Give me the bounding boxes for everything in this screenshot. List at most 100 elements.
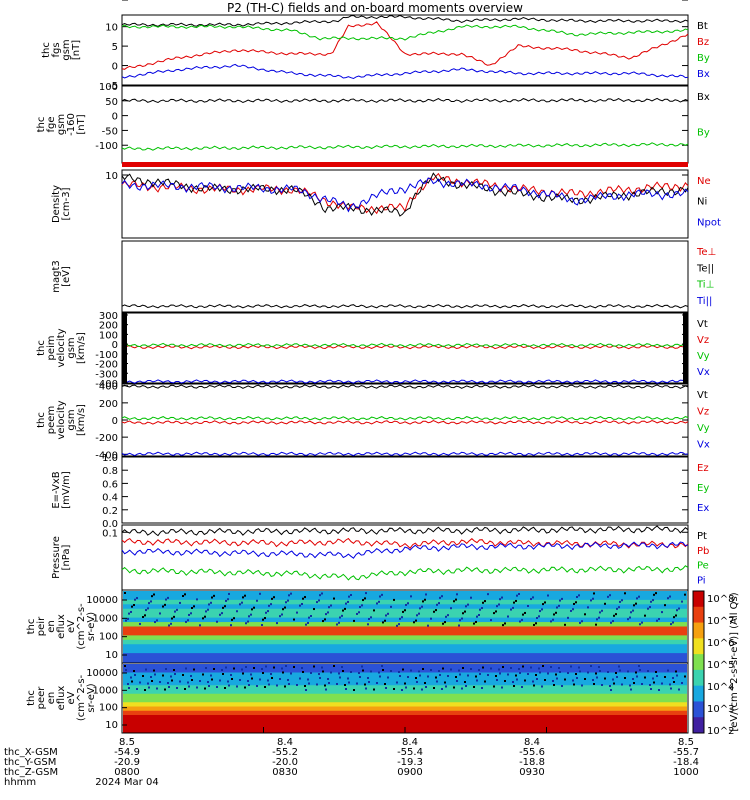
- panel-fgs-ylabel: thc fgs gsm [nT]: [41, 39, 82, 60]
- spectrogram-speckle: [353, 689, 355, 691]
- spectrogram-speckle: [524, 611, 526, 614]
- spectrogram-speckle: [599, 670, 601, 672]
- ylabel-line: gsm: [61, 39, 72, 60]
- spectrogram-speckle: [390, 605, 392, 608]
- spectrogram-speckle: [444, 681, 446, 684]
- spectrogram-speckle: [264, 617, 266, 620]
- spectrogram-speckle: [610, 689, 612, 691]
- spectrogram-speckle: [211, 596, 213, 599]
- y-tick-label: -200: [95, 360, 118, 371]
- spectrogram-speckle: [487, 674, 489, 676]
- spectrogram-speckle: [270, 673, 272, 675]
- spectrogram-speckle: [156, 687, 158, 690]
- ylabel-line: thc: [36, 117, 47, 133]
- spectrogram-speckle: [678, 688, 680, 691]
- footer-value: -20.0: [272, 757, 298, 768]
- legend-density-0: Ne: [697, 176, 711, 187]
- spectrogram-speckle: [328, 606, 330, 609]
- spectrogram-speckle: [515, 674, 517, 677]
- y-tick-label: 1.0: [102, 453, 118, 464]
- spectrogram-speckle: [125, 669, 127, 671]
- spectrogram-band: [123, 604, 687, 610]
- spectrogram-speckle: [159, 612, 161, 615]
- spectrogram-speckle: [587, 671, 589, 674]
- spectrogram-speckle: [165, 598, 167, 601]
- spectrogram-speckle: [658, 689, 660, 691]
- spectrogram-speckle: [575, 601, 577, 604]
- spectrogram-speckle: [324, 684, 326, 687]
- spectrogram-speckle: [530, 666, 532, 669]
- spectrogram-speckle: [313, 665, 315, 668]
- legend-density-1: Ni: [697, 197, 707, 208]
- spectrogram-speckle: [284, 685, 286, 688]
- legend-peim-1: Vz: [697, 335, 709, 346]
- spectrogram-speckle: [621, 683, 623, 686]
- spectrogram-speckle: [638, 665, 640, 667]
- footer-value: 0830: [272, 767, 297, 778]
- spectrogram-speckle: [478, 669, 480, 671]
- spectrogram-speckle: [653, 681, 655, 684]
- spectrogram-speckle: [612, 620, 614, 623]
- colorbar-segment: [693, 701, 704, 718]
- spectrogram-speckle: [613, 682, 615, 685]
- spectrogram-speckle: [273, 596, 275, 599]
- spectrogram-speckle: [499, 598, 501, 601]
- spectrogram-speckle: [247, 620, 249, 623]
- spectrogram-speckle: [422, 600, 424, 603]
- y-tick-label: 0: [112, 112, 118, 123]
- spectrogram-speckle: [327, 678, 329, 680]
- spectrogram-speckle: [342, 670, 344, 672]
- spectrogram-speckle: [636, 675, 638, 678]
- spectrogram-speckle: [507, 615, 509, 618]
- spectrogram-speckle: [208, 603, 210, 606]
- spectrogram-speckle: [256, 685, 258, 687]
- spectrogram-speckle: [224, 687, 226, 689]
- spectrogram-speckle: [493, 612, 495, 615]
- spectrogram-speckle: [307, 678, 309, 681]
- spectrogram-speckle: [418, 670, 420, 673]
- spectrogram-speckle: [629, 616, 631, 619]
- series-pressure-0: [121, 525, 689, 537]
- spectrogram-speckle: [136, 597, 138, 600]
- y-tick-label: -50: [102, 126, 118, 137]
- spectrogram-speckle: [575, 673, 577, 675]
- colorbar-tick-label: 10^5: [707, 660, 734, 671]
- spectrogram-speckle: [681, 682, 683, 684]
- spectrogram-speckle: [344, 684, 346, 686]
- spectrogram-speckle: [267, 610, 269, 613]
- panel-peim-ylabel: thc peim velocity gsm [km/s]: [36, 328, 87, 367]
- spectrogram-speckle: [208, 685, 210, 687]
- spectrogram-speckle: [251, 608, 253, 611]
- spectrogram-speckle: [290, 592, 292, 595]
- spectrogram-speckle: [187, 619, 189, 622]
- spectrogram-speckle: [356, 612, 358, 615]
- spectrogram-speckle: [261, 624, 263, 626]
- spectrogram-speckle: [245, 666, 247, 668]
- series-peem-1: [121, 419, 689, 425]
- spectrogram-speckle: [619, 600, 621, 603]
- ylabel-line: eV: [66, 691, 77, 704]
- spectrogram-speckle: [487, 593, 489, 596]
- series-fge-1: [121, 142, 689, 151]
- footer-row-label: hhmm: [4, 777, 36, 788]
- spectrogram-speckle: [233, 667, 235, 670]
- spectrogram-speckle: [572, 679, 574, 682]
- spectrogram-speckle: [287, 599, 289, 602]
- spectrogram-speckle: [188, 613, 190, 616]
- spectrogram-speckle: [527, 673, 529, 675]
- spectrogram-speckle: [327, 611, 329, 614]
- spectrogram-speckle: [418, 612, 420, 615]
- spectrogram-speckle: [281, 667, 283, 670]
- spectrogram-speckle: [358, 611, 360, 614]
- spectrogram-speckle: [635, 602, 637, 605]
- spectrogram-speckle: [630, 611, 632, 614]
- spectrogram-speckle: [595, 672, 597, 675]
- panel-peer-ylabel: thc peer en eflux eV (cm^2-s-sr-eV): [26, 674, 97, 721]
- spectrogram-speckle: [165, 668, 167, 670]
- spectrogram-speckle: [553, 684, 555, 686]
- spectrogram-speckle: [170, 675, 172, 678]
- footer-value: 0800: [114, 767, 139, 778]
- spectrogram-speckle: [321, 666, 323, 669]
- spectrogram-speckle: [544, 679, 546, 681]
- spectrogram-speckle: [519, 620, 521, 623]
